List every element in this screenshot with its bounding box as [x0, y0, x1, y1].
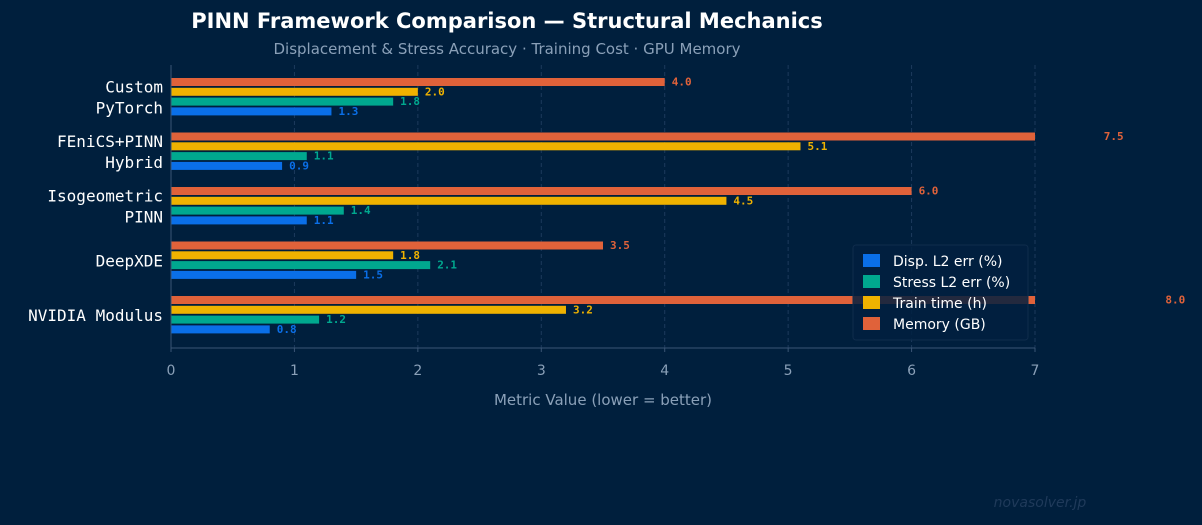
bar [171, 325, 270, 334]
x-tick-label: 1 [290, 363, 299, 379]
bar [171, 206, 344, 215]
y-tick-label: PINN [124, 208, 163, 227]
x-tick-label: 7 [1031, 363, 1040, 379]
legend-label: Disp. L2 err (%) [893, 254, 1002, 270]
x-tick-label: 2 [413, 363, 422, 379]
data-label: 2.0 [425, 85, 445, 98]
x-tick-label: 4 [660, 363, 669, 379]
data-label: 4.0 [672, 76, 692, 89]
x-tick-label: 6 [907, 363, 916, 379]
bar [171, 315, 320, 324]
bar [171, 196, 727, 205]
axes: 0 1 2 3 4 5 6 7 Custom PyTorch FEniCS+PINN Hybrid Is… [28, 65, 1039, 379]
data-label: 1.3 [338, 105, 358, 118]
x-axis-label: Metric Value (lower = better) [494, 391, 712, 409]
y-tick-label: FEniCS+PINN [57, 132, 163, 151]
data-label: 1.1 [314, 214, 334, 227]
data-label: 4.5 [733, 194, 753, 207]
data-label: 1.1 [314, 150, 334, 163]
bar [171, 78, 665, 86]
data-label: 3.5 [610, 239, 630, 252]
data-label: 1.4 [351, 204, 371, 217]
bar [171, 187, 912, 195]
bar [171, 107, 332, 116]
data-label: 2.1 [437, 259, 457, 272]
data-label: 1.8 [400, 249, 420, 262]
y-tick-label: PyTorch [96, 99, 163, 118]
y-tick-label: NVIDIA Modulus [28, 306, 163, 325]
bar [171, 296, 1035, 304]
y-tick-label: Isogeometric [47, 187, 163, 206]
bar [171, 216, 307, 225]
bar [171, 142, 801, 151]
y-tick-label: Custom [105, 78, 163, 97]
data-label: 7.5 [1104, 130, 1124, 143]
bar [171, 261, 431, 270]
y-tick-label: DeepXDE [96, 252, 163, 271]
x-tick-label: 0 [167, 363, 176, 379]
bar [171, 97, 394, 106]
bar [171, 270, 357, 279]
chart-title: PINN Framework Comparison — Structural M… [191, 9, 823, 33]
data-label: 1.8 [400, 95, 420, 108]
bars: 4.0 2.0 1.8 1.3 7.5 5.1 1.1 0.9 6.0 4.5 1.4 1.1 3.5 1… [171, 76, 1185, 336]
y-tick-label: Hybrid [105, 153, 163, 172]
x-tick-label: 3 [537, 363, 546, 379]
legend-box [852, 244, 1029, 341]
legend-label: Train time (h) [892, 296, 987, 312]
data-label: 5.1 [807, 140, 827, 153]
bar [171, 152, 307, 161]
legend-swatch [863, 317, 880, 330]
grid [293, 65, 1036, 348]
legend: Disp. L2 err (%) Stress L2 err (%) Train t… [852, 244, 1029, 341]
data-label: 0.8 [277, 323, 297, 336]
x-tick-label: 5 [784, 363, 793, 379]
legend-swatch [863, 275, 880, 288]
watermark: novasolver.jp [994, 495, 1087, 511]
bar [171, 251, 394, 260]
legend-swatch [863, 296, 880, 309]
bar [171, 87, 418, 96]
bar [171, 241, 603, 250]
bar [171, 132, 1035, 141]
data-label: 1.5 [363, 268, 383, 281]
data-label: 1.2 [326, 313, 346, 326]
chart-subtitle: Displacement & Stress Accuracy · Trainin… [273, 40, 740, 58]
legend-swatch [863, 254, 880, 267]
bar [171, 305, 566, 314]
bar [171, 161, 283, 170]
data-label: 3.2 [573, 303, 593, 316]
legend-label: Stress L2 err (%) [893, 275, 1010, 291]
legend-label: Memory (GB) [893, 317, 986, 333]
data-label: 8.0 [1165, 294, 1185, 307]
data-label: 6.0 [919, 185, 939, 198]
data-label: 0.9 [289, 159, 309, 172]
